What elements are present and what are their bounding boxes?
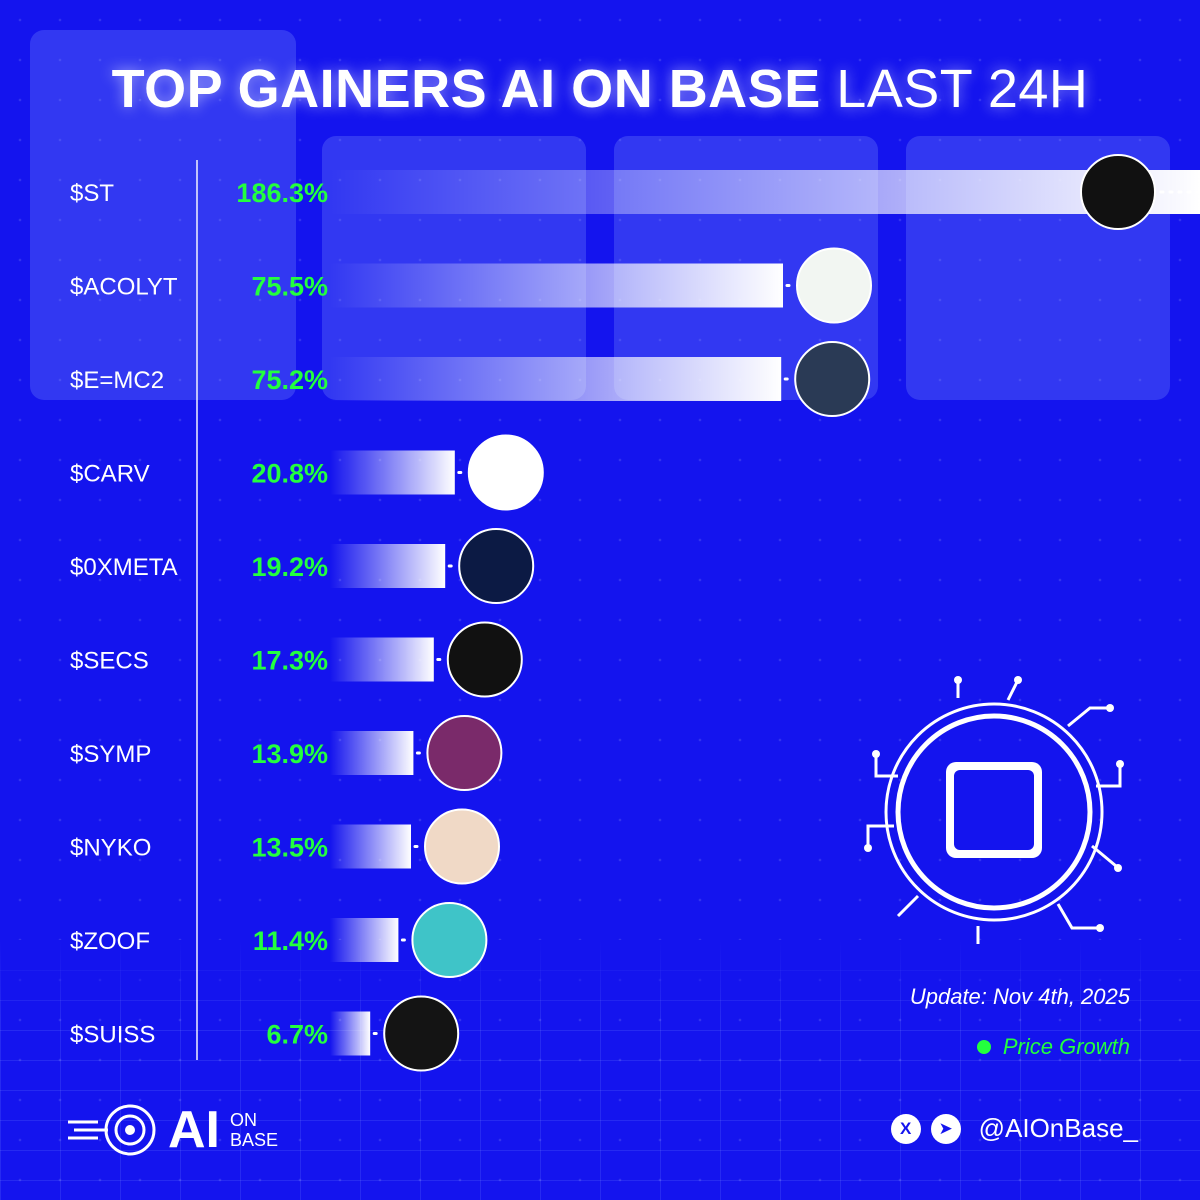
page-title: TOP GAINERS AI ON BASE LAST 24H bbox=[0, 58, 1200, 120]
value-label-6: 13.9% bbox=[251, 739, 328, 769]
s-logo-icon bbox=[1080, 154, 1156, 230]
social-links: X ➤ @AIOnBase_ bbox=[890, 1113, 1138, 1144]
value-label-0: 186.3% bbox=[236, 178, 328, 208]
brand-sub-top: ON bbox=[230, 1110, 257, 1130]
category-label-8: $ZOOF bbox=[70, 928, 150, 955]
title-bold: TOP GAINERS AI ON BASE bbox=[111, 59, 821, 119]
legend-dot-icon bbox=[976, 1040, 991, 1054]
value-label-1: 75.5% bbox=[251, 272, 328, 302]
axis-line bbox=[196, 160, 198, 1060]
x-icon[interactable]: X bbox=[890, 1113, 921, 1144]
legend: Price Growth bbox=[976, 1034, 1130, 1060]
ai-chip-emblem bbox=[864, 676, 1124, 944]
category-label-7: $NYKO bbox=[70, 835, 151, 862]
category-label-5: $SECS bbox=[70, 648, 149, 675]
value-label-9: 6.7% bbox=[266, 1020, 328, 1050]
anime-girl-avatar-icon bbox=[424, 808, 500, 885]
bar-7 bbox=[330, 824, 411, 869]
title-light: LAST 24H bbox=[836, 59, 1089, 119]
category-label-6: $SYMP bbox=[70, 741, 151, 768]
0xmeta-logo-icon bbox=[458, 528, 535, 604]
bar-6 bbox=[330, 731, 414, 775]
astronaut-avatar-icon bbox=[383, 995, 460, 1072]
category-label-4: $0XMETA bbox=[70, 554, 178, 581]
legend-label: Price Growth bbox=[1002, 1034, 1130, 1059]
brand-sub-bottom: BASE bbox=[230, 1130, 279, 1150]
category-label-2: $E=MC2 bbox=[70, 367, 164, 394]
bar-3 bbox=[330, 450, 455, 495]
category-label-1: $ACOLYT bbox=[70, 274, 178, 301]
einstein-avatar-icon bbox=[794, 341, 871, 417]
bar-5 bbox=[330, 637, 434, 682]
update-date: Update: Nov 4th, 2025 bbox=[909, 984, 1130, 1009]
brand-sub: ON BASE bbox=[230, 1110, 278, 1150]
bar-9 bbox=[330, 1011, 371, 1056]
bar-2 bbox=[330, 357, 782, 401]
carv-logo-icon bbox=[467, 434, 544, 511]
social-handle[interactable]: @AIOnBase_ bbox=[978, 1113, 1138, 1143]
category-label-9: $SUISS bbox=[70, 1022, 155, 1049]
bar-4 bbox=[330, 544, 446, 588]
acolyt-avatar-icon bbox=[796, 247, 872, 324]
bar-1 bbox=[330, 263, 783, 308]
value-label-4: 19.2% bbox=[251, 552, 328, 582]
value-label-7: 13.5% bbox=[251, 833, 328, 863]
octopus-avatar-icon bbox=[446, 621, 523, 698]
value-label-8: 11.4% bbox=[253, 926, 328, 956]
brand-ai: AI bbox=[168, 1101, 220, 1159]
telegram-icon[interactable]: ➤ bbox=[930, 1113, 961, 1144]
panel-left bbox=[30, 30, 296, 400]
background-floor bbox=[0, 940, 1200, 1200]
value-label-5: 17.3% bbox=[251, 646, 328, 676]
symp-avatar-icon bbox=[426, 715, 503, 791]
brand-logo: AI ON BASE bbox=[68, 1100, 278, 1160]
bar-chart: $ST 186.3% $ACOLYT 75.5% $E=MC2 75.2% $CARV 20.… bbox=[70, 154, 1200, 1072]
circuit-logo-icon bbox=[68, 1104, 156, 1156]
category-label-0: $ST bbox=[70, 180, 114, 207]
bar-8 bbox=[330, 918, 399, 962]
value-label-2: 75.2% bbox=[251, 365, 328, 395]
bar-0 bbox=[330, 170, 1200, 214]
value-label-3: 20.8% bbox=[251, 459, 328, 489]
category-label-3: $CARV bbox=[70, 461, 150, 488]
z-logo-icon bbox=[411, 902, 488, 978]
